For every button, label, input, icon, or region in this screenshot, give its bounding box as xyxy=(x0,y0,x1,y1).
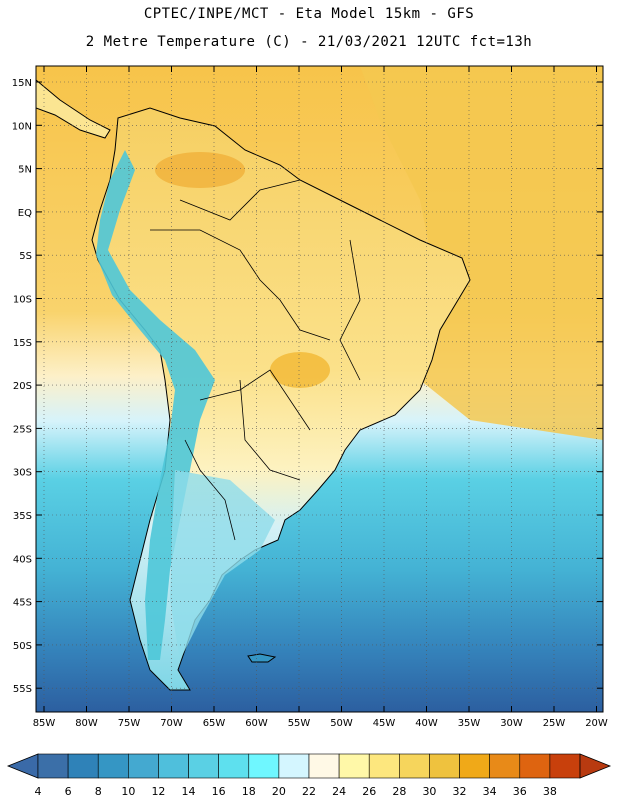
title-line-1: CPTEC/INPE/MCT - Eta Model 15km - GFS xyxy=(143,6,475,22)
lon-label: 60W xyxy=(245,718,268,729)
lat-label: 15S xyxy=(13,338,32,349)
colorbar-swatch xyxy=(429,753,460,779)
lon-label: 40W xyxy=(415,718,438,729)
lat-label: 50S xyxy=(13,641,32,652)
lon-label: 50W xyxy=(330,718,353,729)
colorbar-label: 26 xyxy=(362,785,376,798)
lat-label: 40S xyxy=(13,554,32,565)
lat-label: 10S xyxy=(13,295,32,306)
colorbar-label: 32 xyxy=(453,785,467,798)
colorbar-swatch xyxy=(97,753,129,779)
colorbar-label: 16 xyxy=(212,785,226,798)
colorbar-swatch xyxy=(158,753,189,779)
colorbar-swatch xyxy=(67,753,99,779)
colorbar-label: 14 xyxy=(182,785,196,798)
colorbar-over-arrow xyxy=(579,753,612,779)
country-borders xyxy=(150,179,361,541)
colorbar-label: 8 xyxy=(95,785,102,798)
plot-frame xyxy=(35,65,604,713)
lat-label: 5S xyxy=(19,251,32,262)
patagonia-cool-field xyxy=(170,470,275,660)
lon-label: 25W xyxy=(543,718,566,729)
lat-label: 15N xyxy=(12,78,32,89)
colorbar-label: 28 xyxy=(392,785,406,798)
colorbar-swatch xyxy=(218,753,250,779)
lat-label: 55S xyxy=(13,684,32,695)
lat-label: 25S xyxy=(13,424,32,435)
lat-label: 35S xyxy=(13,511,32,522)
colorbar-label: 12 xyxy=(151,785,165,798)
colorbar-swatch xyxy=(368,753,400,779)
colorbar-label: 24 xyxy=(332,785,346,798)
lon-label: 75W xyxy=(118,718,141,729)
lon-label: 80W xyxy=(75,718,98,729)
colorbar-label: 20 xyxy=(272,785,286,798)
lat-label: 10N xyxy=(12,121,32,132)
lon-label: 45W xyxy=(373,718,396,729)
andes-cold-band xyxy=(96,150,215,660)
colorbar-label: 10 xyxy=(121,785,135,798)
colorbar-label: 6 xyxy=(65,785,72,798)
lat-label: EQ xyxy=(18,208,32,219)
longitude-ticks xyxy=(43,66,597,712)
colorbar-swatch xyxy=(399,753,430,779)
colorbar-swatch xyxy=(489,753,521,779)
colorbar-label: 36 xyxy=(513,785,527,798)
warm-atlantic-field xyxy=(360,66,603,440)
lon-label: 65W xyxy=(203,718,226,729)
colorbar-under-arrow xyxy=(6,753,39,779)
gridlines xyxy=(36,66,603,712)
lat-label: 20S xyxy=(13,381,32,392)
title-line-2: 2 Metre Temperature (C) - 21/03/2021 12U… xyxy=(85,34,533,50)
colorbar-swatch xyxy=(278,753,310,779)
colorbar-swatch xyxy=(308,753,340,779)
lat-label: 5N xyxy=(18,165,32,176)
lon-label: 30W xyxy=(500,718,523,729)
colorbar-swatch xyxy=(248,753,280,779)
lat-label: 45S xyxy=(13,598,32,609)
colorbar-swatch xyxy=(188,753,219,779)
colorbar-swatch xyxy=(128,753,159,779)
warm-spot-north xyxy=(155,152,245,188)
lon-label: 55W xyxy=(288,718,311,729)
colorbar-label: 18 xyxy=(242,785,256,798)
central-america xyxy=(36,79,111,139)
colorbar: 4 6 8 10 12 14 16 18 20 22 24 26 28 30 32 34 36 38 xyxy=(6,753,612,798)
colorbar-label: 30 xyxy=(422,785,436,798)
colorbar-label: 38 xyxy=(543,785,557,798)
warm-spot-central xyxy=(270,352,330,388)
lon-label: 35W xyxy=(458,718,481,729)
lat-label: 30S xyxy=(13,468,32,479)
colorbar-swatch xyxy=(519,753,551,779)
lon-label: 70W xyxy=(160,718,183,729)
colorbar-swatch xyxy=(338,753,370,779)
colorbar-swatch xyxy=(549,753,581,779)
colorbar-swatch xyxy=(37,753,69,779)
colorbar-label: 34 xyxy=(483,785,497,798)
lon-label: 20W xyxy=(585,718,608,729)
longitude-labels: 85W 80W 75W 70W 65W 60W 55W 50W 45W 40W 35W 30W 25W 2… xyxy=(33,718,608,729)
colorbar-label: 4 xyxy=(35,785,42,798)
colorbar-label: 22 xyxy=(302,785,316,798)
colorbar-swatch xyxy=(459,753,490,779)
falkland-islands xyxy=(247,653,277,663)
lon-label: 85W xyxy=(33,718,56,729)
latitude-labels: 15N 10N 5N EQ 5S 10S 15S 20S 25S 30S 35S 40S 45S 50S 5… xyxy=(12,78,32,695)
latitude-ticks xyxy=(36,81,603,689)
